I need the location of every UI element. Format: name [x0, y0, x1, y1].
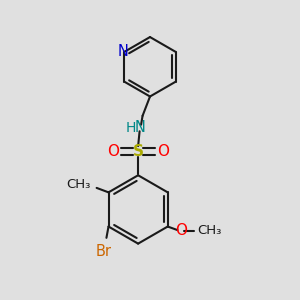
Text: O: O [157, 144, 169, 159]
Text: S: S [133, 144, 144, 159]
Text: CH₃: CH₃ [198, 224, 222, 238]
Text: CH₃: CH₃ [66, 178, 91, 191]
Text: O: O [175, 224, 187, 238]
Text: Br: Br [96, 244, 112, 260]
Text: O: O [107, 144, 119, 159]
Text: N: N [134, 120, 145, 135]
Text: H: H [126, 121, 136, 135]
Text: N: N [117, 44, 128, 59]
